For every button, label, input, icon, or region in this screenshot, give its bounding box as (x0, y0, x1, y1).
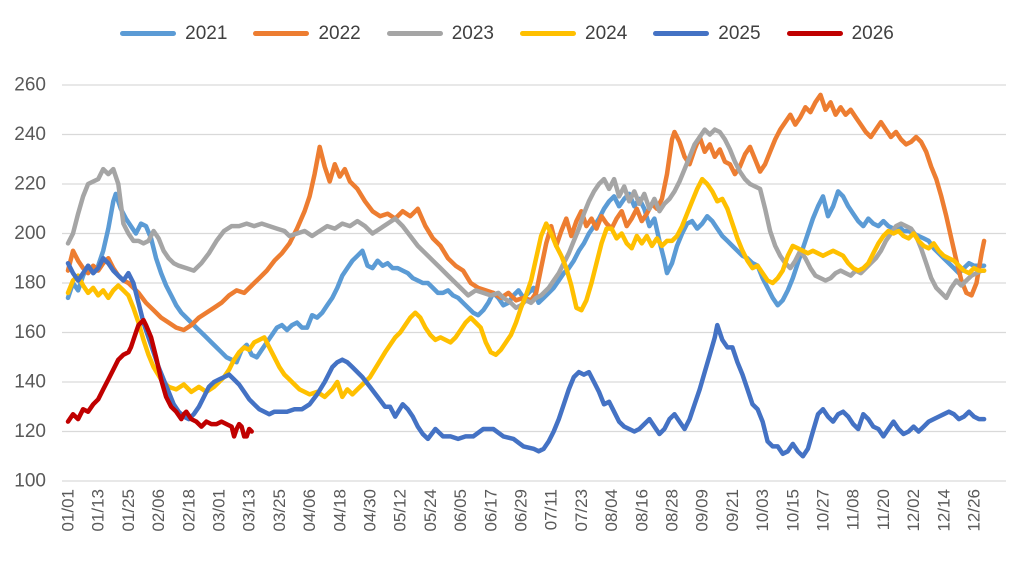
x-axis-tick-label: 08/04 (602, 489, 621, 532)
y-axis-tick-label: 260 (14, 75, 46, 96)
series-line-2023 (65, 127, 987, 311)
series-line-2026 (65, 317, 254, 439)
legend-item-2021: 2021 (120, 24, 227, 43)
x-axis-tick-label: 04/18 (330, 489, 349, 532)
series-line-2021 (65, 189, 987, 365)
legend-item-2024: 2024 (520, 24, 627, 43)
x-axis-tick-label: 03/01 (210, 489, 229, 532)
x-axis-tick-label: 06/17 (481, 489, 500, 532)
legend-swatch-2024 (520, 31, 576, 36)
x-axis-tick-label: 06/29 (512, 489, 531, 532)
x-axis-tick-label: 05/24 (421, 489, 440, 532)
x-axis-tick-label: 12/02 (904, 489, 923, 532)
x-axis-tick-label: 08/28 (663, 489, 682, 532)
y-axis-tick-label: 140 (14, 372, 46, 393)
x-axis-tick-label: 02/06 (149, 489, 168, 532)
x-axis-tick-label: 07/11 (542, 489, 561, 530)
series-line-2025 (65, 256, 987, 459)
x-axis-tick-label: 01/13 (89, 489, 108, 532)
x-axis-tick-label: 04/06 (300, 489, 319, 532)
legend-label: 2026 (851, 23, 894, 44)
legend-swatch-2022 (253, 31, 310, 36)
y-axis-tick-label: 200 (14, 223, 46, 244)
y-axis-tick-label: 100 (14, 471, 46, 492)
x-axis-tick-label: 04/30 (361, 489, 380, 532)
legend-swatch-2021 (120, 31, 177, 36)
x-axis-tick-label: 09/09 (693, 489, 712, 532)
y-axis-tick-label: 120 (14, 421, 46, 442)
x-axis-tick-label: 07/23 (572, 489, 591, 532)
y-axis-tick-label: 160 (14, 322, 46, 343)
x-axis-tick-label: 02/18 (179, 489, 198, 532)
legend-item-2023: 2023 (386, 23, 494, 44)
legend-label: 2022 (318, 23, 361, 44)
legend-label: 2021 (185, 23, 228, 44)
x-axis-tick-label: 06/05 (451, 489, 470, 532)
x-axis-tick-label: 12/14 (934, 489, 953, 532)
x-axis-tick-label: 03/25 (270, 489, 289, 532)
legend-swatch-2025 (653, 31, 710, 36)
legend-swatch-2026 (786, 31, 843, 36)
legend-item-2022: 2022 (253, 23, 361, 44)
legend-swatch-2023 (386, 31, 443, 36)
legend-item-2025: 2025 (653, 23, 761, 44)
x-axis-tick-label: 10/03 (753, 489, 772, 532)
legend-label: 2023 (451, 23, 494, 44)
x-axis-tick-label: 03/13 (240, 489, 259, 532)
legend-label: 2025 (718, 23, 761, 44)
x-axis-tick-label: 08/16 (632, 489, 651, 532)
x-axis-tick-label: 10/15 (783, 489, 802, 532)
series-line-2024 (65, 176, 987, 400)
x-axis-tick-label: 10/27 (814, 489, 833, 532)
y-axis-tick-label: 220 (14, 174, 46, 195)
x-axis-tick-label: 12/26 (965, 489, 984, 532)
x-axis-tick-label: 09/21 (723, 489, 742, 532)
x-axis-tick-label: 01/01 (59, 489, 78, 532)
legend-label: 2024 (585, 23, 628, 44)
x-axis-tick-label: 11/20 (874, 489, 893, 530)
legend-item-2026: 2026 (786, 23, 894, 44)
x-axis-tick-label: 01/25 (119, 489, 138, 532)
y-axis-tick-label: 240 (14, 124, 46, 145)
y-axis-tick-label: 180 (14, 273, 46, 294)
x-axis-tick-label: 05/12 (391, 489, 410, 532)
series-line-2022 (65, 92, 987, 333)
chart-legend: 2021 2022 2023 2024 2025 2026 (0, 24, 1014, 43)
x-axis-tick-label: 11/08 (844, 489, 863, 530)
